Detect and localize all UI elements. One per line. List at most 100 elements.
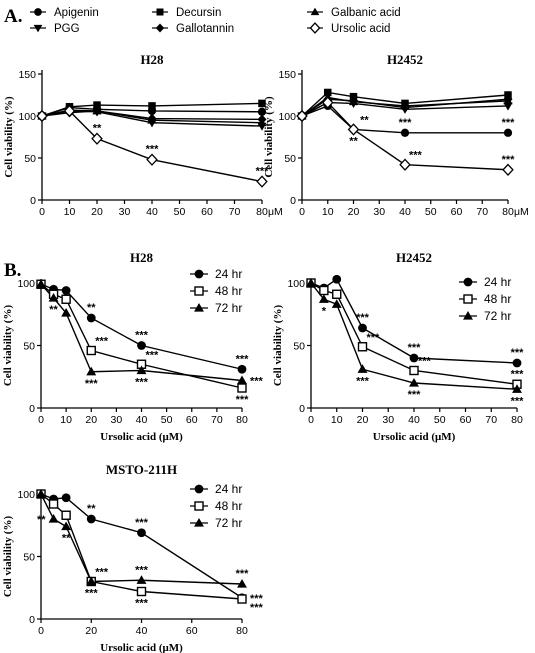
x-tick-label: 80 [236,625,248,637]
legend-marker-gallotannin [155,23,165,33]
x-tick-label: 70 [476,206,488,218]
legend-label-ursolic-acid: Ursolic acid [331,23,390,35]
x-tick-label: 0 [299,206,305,218]
data-point-48-hr [409,365,419,376]
x-tick-label: 10 [64,206,76,218]
legend-label-72-hr: 72 hr [215,301,242,315]
data-point-48-hr [136,586,147,597]
x-tick-label: 0 [38,625,44,637]
data-point-gallotannin [349,96,358,106]
legend-marker-24-hr [463,277,473,287]
legend-marker-48-hr [194,286,204,296]
data-point-48-hr [61,294,71,304]
significance-label: *** [146,144,160,156]
data-point-gallotannin [503,94,513,105]
data-point-decursin [324,88,332,97]
data-point-48-hr [357,342,368,352]
significance-label: ** [360,114,369,126]
y-axis-label: Cell viability (%) [272,305,284,387]
significance-label: *** [408,389,422,401]
series-line-72-hr [310,282,518,390]
significance-label: ** [37,514,46,526]
x-tick-label: 60 [186,414,198,426]
x-tick-label: 40 [136,414,148,426]
data-point-ursolic-acid [296,109,308,123]
x-tick-label: 20 [85,414,97,426]
data-point-apigenin [503,128,513,137]
x-tick-label: 40 [146,206,158,218]
significance-label: *** [236,568,250,580]
data-point-48-hr [48,499,59,509]
legend-marker-galbanic-acid [310,7,320,16]
data-point-pgg [503,102,513,111]
data-point-72-hr [409,378,419,387]
data-point-72-hr [136,575,147,584]
x-tick-label: 80 [502,206,514,218]
data-point-72-hr [36,489,46,498]
x-tick-label: 10 [331,414,343,426]
significance-label: *** [356,312,370,324]
series-line-72-hr [40,493,243,585]
y-tick-label: 100 [287,278,305,290]
x-tick-label: 70 [211,414,223,426]
x-tick-label: 40 [399,206,411,218]
legend-label-pgg: PGG [54,23,80,35]
x-tick-label: 70 [485,414,497,426]
legend-label-72-hr: 72 hr [484,309,511,323]
data-point-24-hr [358,323,367,333]
data-point-24-hr [512,358,522,368]
data-point-decursin [258,99,266,108]
significance-label: *** [135,377,149,389]
legend-label-decursin: Decursin [176,7,221,19]
chart-b-msto-211h: MSTO-211H 0 50 100 0 20 40 60 80 Cell viability (… [2,462,264,653]
significance-label: *** [367,332,381,344]
x-tick-label: 30 [382,414,394,426]
data-point-gallotannin [400,102,410,113]
x-tick-label: 80 [236,414,248,426]
y-tick-label: 0 [299,403,305,415]
x-axis-label: Ursolic acid (μM) [373,431,456,443]
significance-label: ** [349,135,358,147]
legend-label-galbanic-acid: Galbanic acid [331,7,401,19]
y-tick-label: 0 [29,614,35,626]
data-point-ursolic-acid [321,96,334,109]
significance-label: *** [502,154,516,166]
significance-label: *** [236,353,250,365]
data-point-72-hr [357,364,368,373]
legend-marker-pgg [33,24,43,33]
data-point-72-hr [306,278,316,287]
chart-title: H28 [130,250,154,265]
data-point-24-hr [237,364,247,374]
y-tick-label: 100 [18,111,36,123]
significance-label: *** [511,347,525,359]
x-tick-label: 80 [511,414,523,426]
chart-title: H28 [140,52,164,67]
significance-label: ** [93,123,102,135]
data-point-ursolic-acid [91,132,103,145]
data-point-72-hr [237,579,247,588]
significance-label: *** [135,598,149,610]
legend-marker-72-hr [463,311,473,320]
y-axis-label: Cell viability (%) [3,96,15,178]
significance-label: *** [95,567,109,579]
chart-title: H2452 [387,52,423,67]
legend-label-48-hr: 48 hr [215,499,242,513]
x-tick-label: 20 [85,625,97,637]
significance-label: ** [49,304,58,316]
data-point-24-hr [137,528,146,538]
data-point-24-hr [61,286,71,295]
x-tick-label: 40 [408,414,420,426]
x-axis-label: Ursolic acid (μM) [100,431,183,443]
data-point-72-hr [86,366,97,376]
data-point-gallotannin [257,114,267,125]
data-point-ursolic-acid [399,158,411,171]
data-point-72-hr [512,384,522,393]
legend-marker-24-hr [194,484,204,494]
data-point-72-hr [136,365,147,375]
data-point-ursolic-acid [146,153,158,166]
series-line-24-hr [40,283,243,370]
data-point-ursolic-acid [63,104,76,118]
significance-label: *** [399,117,413,129]
significance-label: *** [256,166,270,178]
data-point-48-hr [86,345,96,356]
